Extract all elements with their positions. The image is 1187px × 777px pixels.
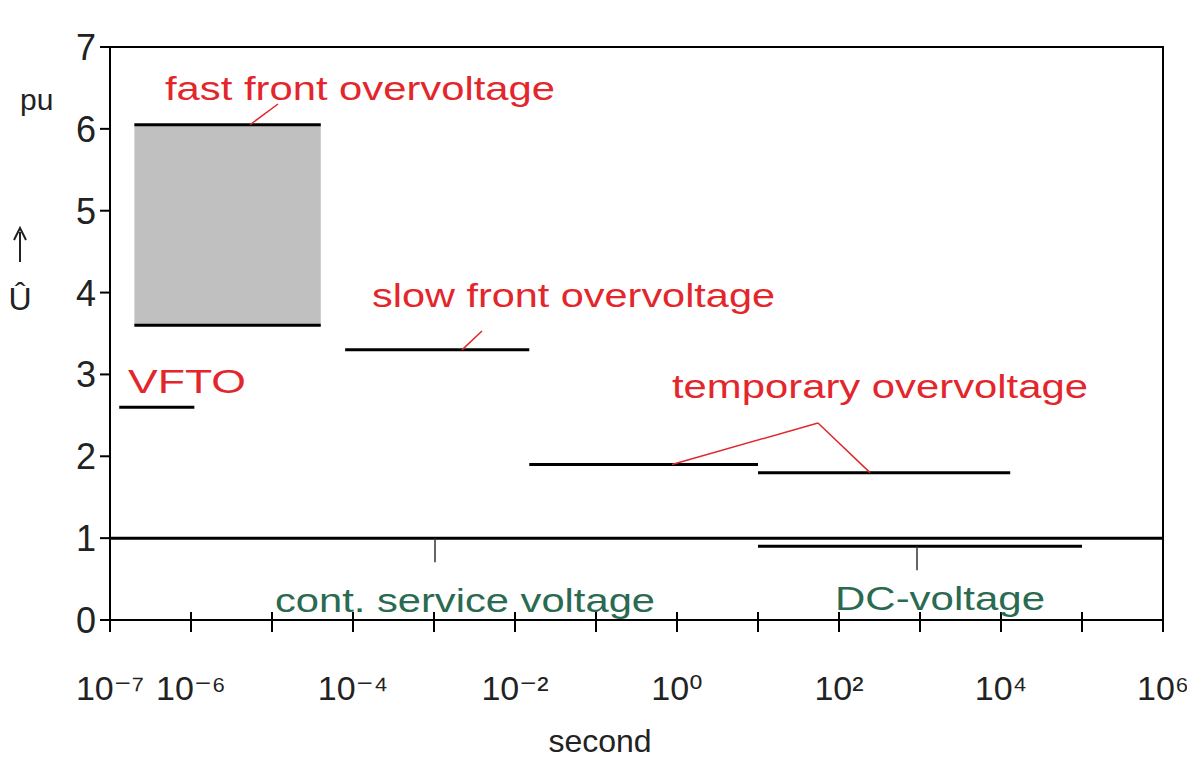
x-tick-label: 10⁻⁴ — [318, 669, 388, 707]
y-tick — [100, 455, 110, 457]
band-lower-edge — [134, 324, 320, 327]
series-annotation: slow front overvoltage — [372, 276, 775, 314]
band-upper-edge — [134, 123, 320, 126]
y-axis-label: Û — [8, 281, 31, 317]
annotation-pointer — [250, 104, 278, 125]
annotation-pointer — [672, 423, 818, 464]
series-annotation: fast front overvoltage — [165, 69, 555, 107]
series-annotation: DC-voltage — [835, 579, 1045, 617]
y-tick-label: 4 — [76, 273, 96, 314]
y-tick — [100, 292, 110, 294]
x-tick-label: 10⁻⁶ — [156, 669, 226, 707]
x-tick — [190, 612, 192, 632]
y-tick-label: 2 — [76, 436, 96, 477]
series-annotation: VFTO — [128, 362, 246, 400]
data-layer — [110, 125, 1163, 547]
x-tick — [1081, 612, 1083, 632]
x-tick — [271, 612, 273, 632]
y-tick — [100, 537, 110, 539]
chart: 0 1 2 3 4 5 6 7 10⁻⁷ 10⁻⁶ 10⁻⁴ 10⁻² 10⁰ 10² 10⁴ 10⁶ seco… — [0, 0, 1187, 777]
y-tick-label: 5 — [76, 191, 96, 232]
y-tick — [100, 210, 110, 212]
y-tick — [100, 619, 110, 621]
x-tick-label: 10⁻⁷ — [76, 669, 144, 707]
arrow-head — [14, 228, 26, 240]
x-tick-label: 10⁻² — [481, 669, 548, 707]
annotation-pointer — [462, 331, 482, 350]
y-tick-label: 1 — [76, 518, 96, 559]
x-tick — [1162, 612, 1164, 632]
series-annotation: cont. service voltage — [275, 581, 655, 619]
y-tick — [100, 128, 110, 130]
y-unit-label: pu — [20, 83, 53, 116]
x-tick-label: 10⁴ — [975, 669, 1027, 707]
y-tick — [100, 46, 110, 48]
arrow-shaft — [19, 232, 21, 262]
annotation-pointer — [916, 546, 918, 570]
annotation-pointer — [818, 423, 870, 473]
x-tick-label: 10⁰ — [651, 669, 702, 707]
level-line — [110, 537, 1163, 540]
annotation-pointer — [434, 538, 436, 562]
background — [0, 0, 1187, 777]
segment-line — [345, 348, 529, 351]
x-tick — [757, 612, 759, 632]
y-tick-label: 6 — [76, 109, 96, 150]
segment-line — [529, 464, 1010, 472]
y-tick-label: 0 — [76, 600, 96, 641]
x-axis-label: second — [548, 723, 651, 759]
x-tick — [676, 612, 678, 632]
y-axis-arrow — [14, 228, 26, 262]
series-annotation: temporary overvoltage — [672, 367, 1088, 405]
level-line — [758, 545, 1082, 548]
band-fill — [134, 125, 320, 326]
y-tick-label: 7 — [76, 27, 96, 68]
y-tick-label: 3 — [76, 354, 96, 395]
segment-line — [119, 406, 194, 409]
x-tick-label: 10² — [814, 669, 863, 707]
x-tick — [109, 612, 111, 632]
plot-frame — [110, 47, 1163, 620]
y-tick — [100, 373, 110, 375]
x-tick-label: 10⁶ — [1137, 669, 1187, 707]
